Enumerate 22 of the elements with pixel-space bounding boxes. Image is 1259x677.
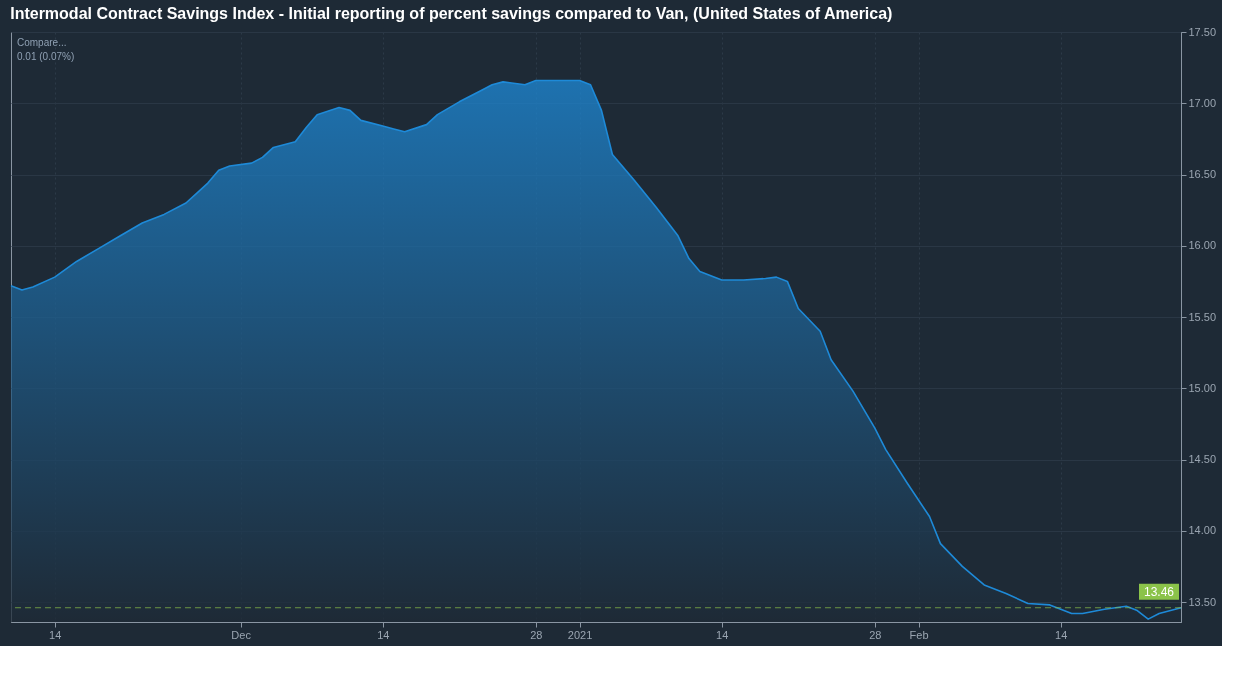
y-tick-label: 14.50 <box>1188 453 1217 466</box>
chart-title: Intermodal Contract Savings Index - Initial reporting of percent savings compared to Van, (United States of America) <box>10 5 893 22</box>
x-tick-label: 2021 <box>567 628 593 641</box>
y-tick-label: 15.50 <box>1188 310 1217 323</box>
x-tick-label: Feb <box>909 628 929 641</box>
annotation: Compare... <box>17 37 67 48</box>
y-tick-label: 14.00 <box>1188 524 1217 537</box>
x-tick-label: 14 <box>716 628 729 641</box>
y-tick-label: 15.00 <box>1188 381 1217 394</box>
y-tick-label: 16.50 <box>1188 168 1217 181</box>
x-tick-label: Dec <box>231 628 252 641</box>
x-tick-label: 28 <box>869 628 882 641</box>
y-tick-label: 17.50 <box>1188 25 1217 38</box>
x-tick-label: 14 <box>1055 628 1068 641</box>
y-tick-label: 13.50 <box>1188 595 1217 608</box>
x-tick-label: 14 <box>49 628 62 641</box>
y-tick-label: 16.00 <box>1188 239 1217 252</box>
x-tick-label: 28 <box>530 628 543 641</box>
ref-line-label: 13.46 <box>1143 584 1175 599</box>
y-tick-label: 17.00 <box>1188 96 1217 109</box>
x-tick-label: 14 <box>377 628 390 641</box>
annotation: 0.01 (0.07%) <box>17 51 75 62</box>
